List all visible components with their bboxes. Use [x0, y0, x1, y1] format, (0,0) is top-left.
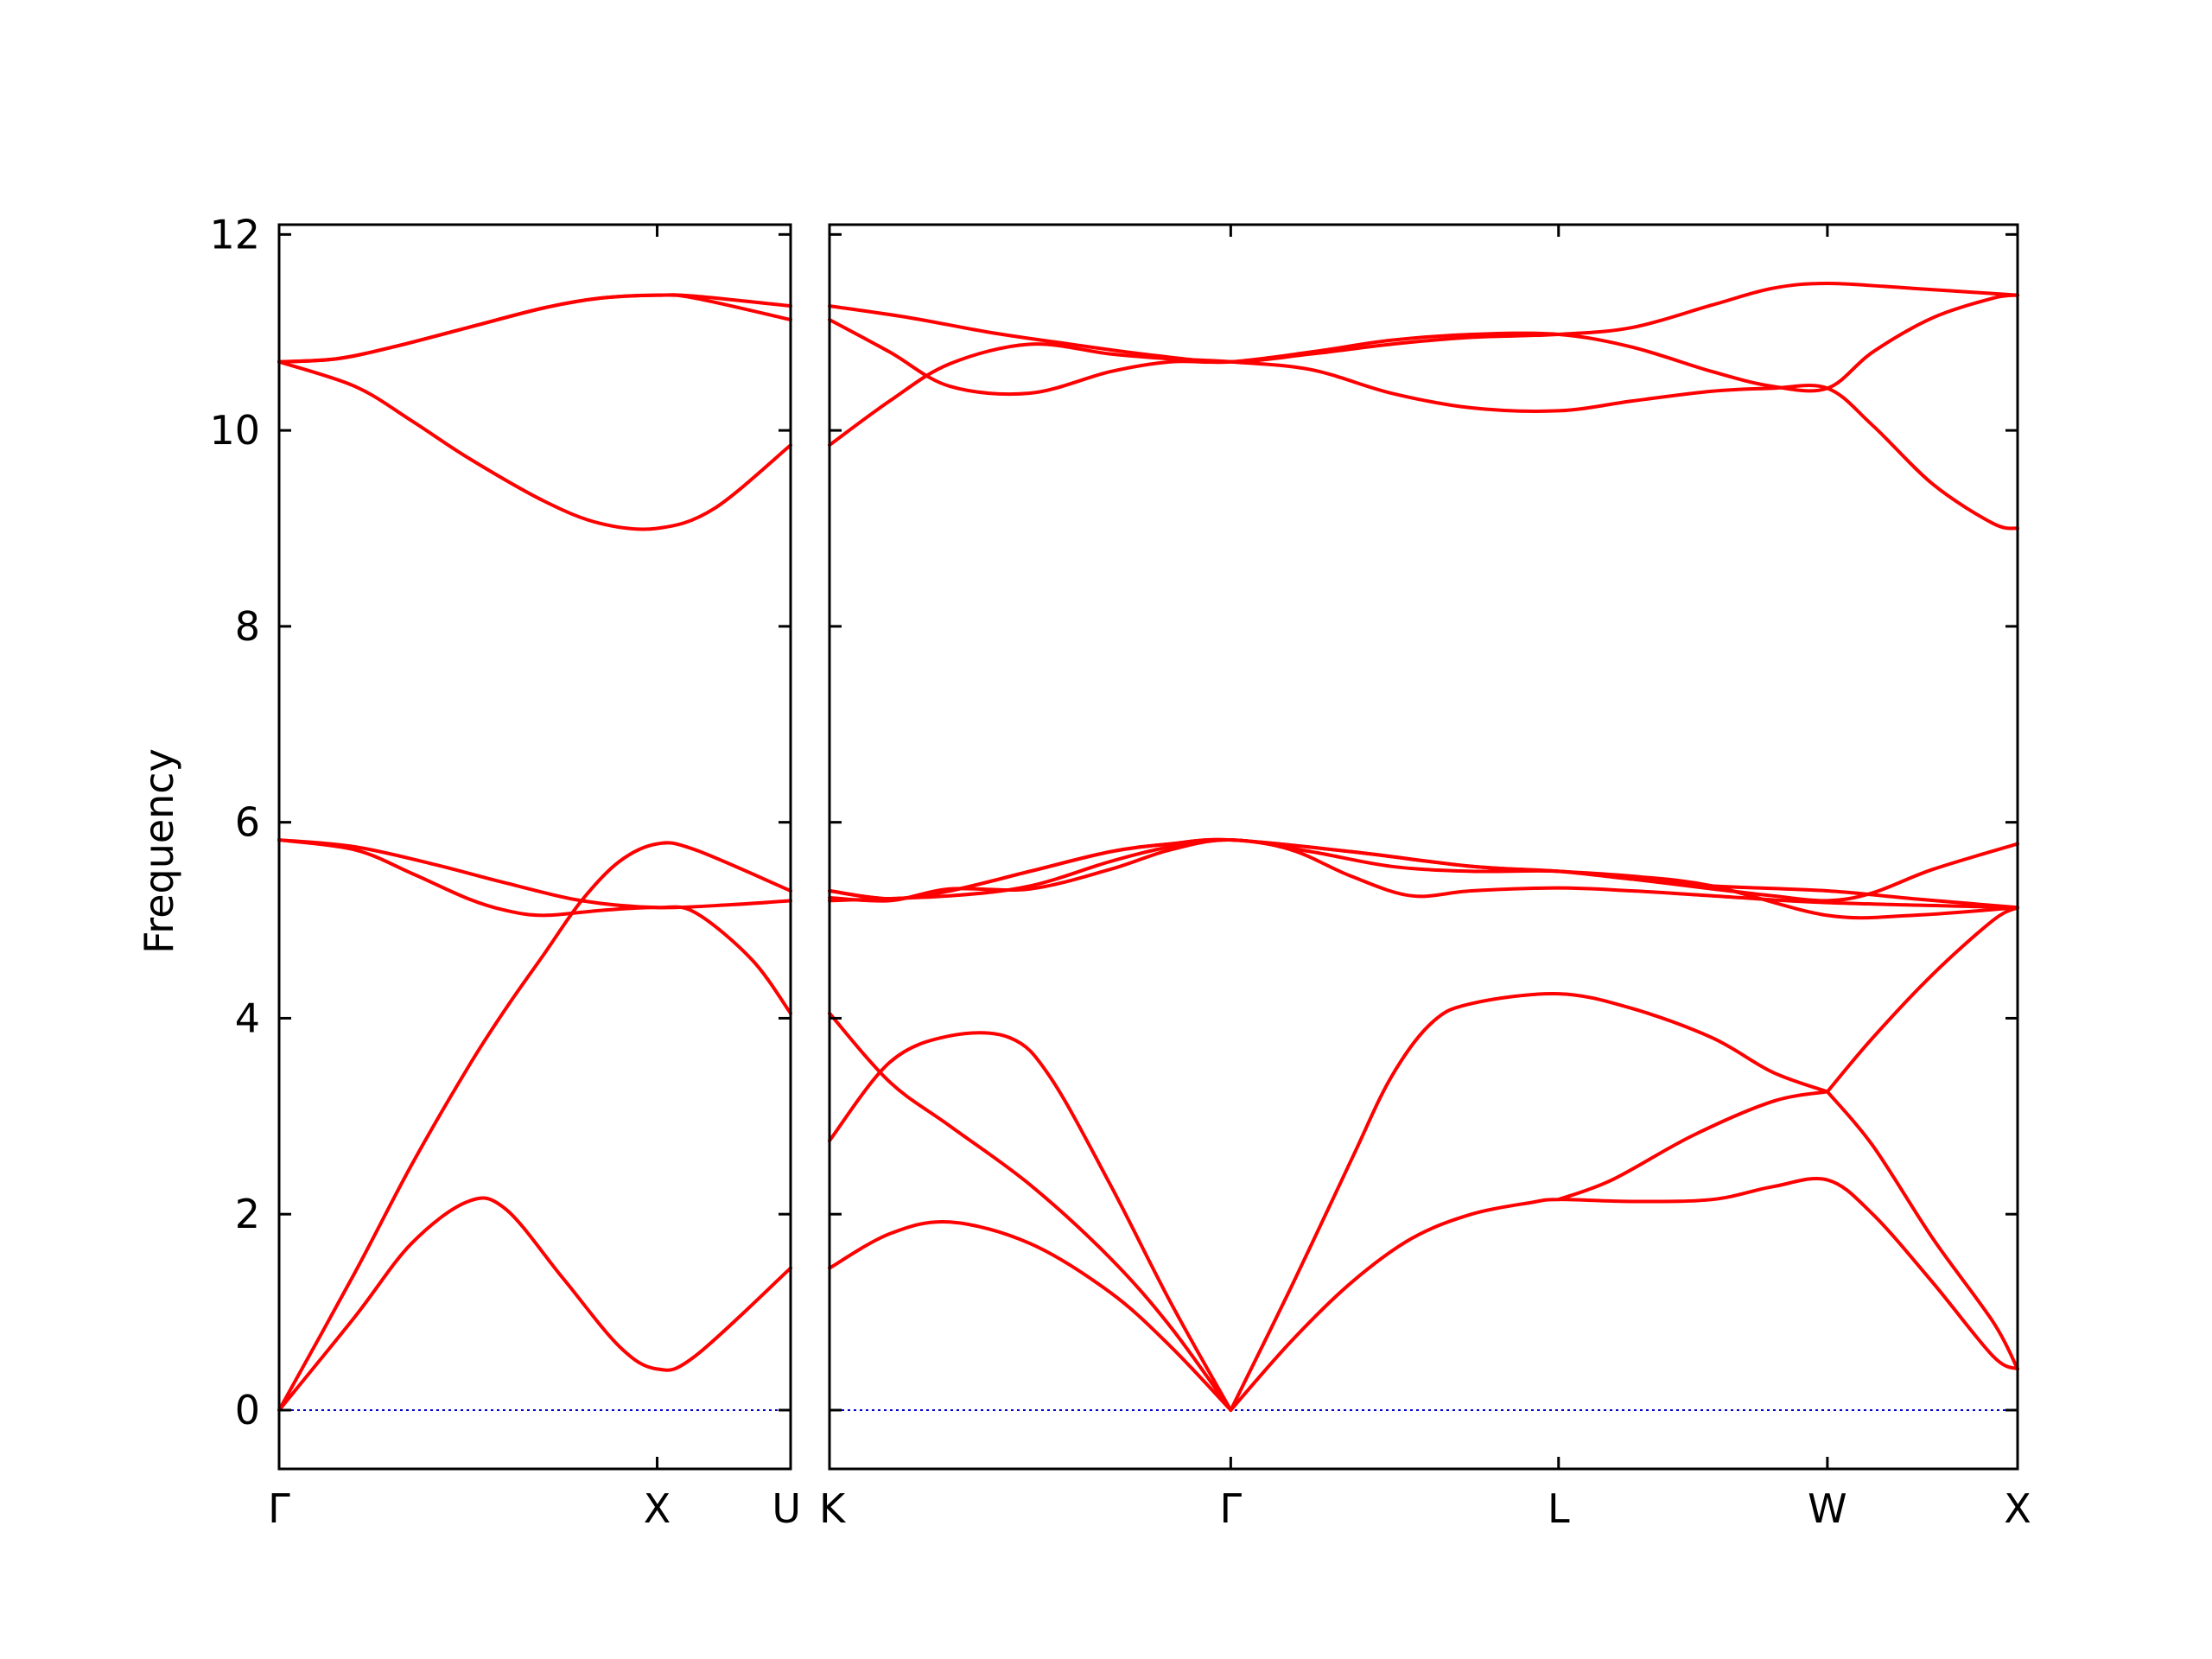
band-line-0-6: [277, 293, 792, 364]
band-line-1-12: [828, 342, 2019, 531]
y-tick-label: 8: [235, 603, 260, 650]
band-line-1-10: [828, 837, 2019, 920]
x-tick-label: Γ: [268, 1485, 290, 1532]
band-line-0-5: [277, 293, 792, 364]
band-line-0-2: [277, 838, 792, 1015]
band-line-0-3: [277, 838, 792, 910]
band-line-0-0: [277, 1196, 792, 1412]
band-line-1-0: [828, 1219, 1233, 1412]
x-tick-label: W: [1808, 1485, 1847, 1532]
band-line-1-6: [1825, 1090, 2019, 1371]
x-tick-label: X: [644, 1485, 671, 1532]
panel-left: 0 2 4 6 8 10 12 Γ X U: [209, 211, 801, 1532]
x-tick-label: L: [1548, 1485, 1570, 1532]
y-tick-label: 6: [235, 799, 260, 846]
x-tick-label: X: [2004, 1485, 2031, 1532]
x-tick-label: Γ: [1220, 1485, 1243, 1532]
x-tick-label: U: [772, 1485, 801, 1532]
y-tick-label: 10: [209, 407, 260, 454]
plot-frame: [828, 223, 2019, 1471]
band-line-1-8: [828, 838, 2019, 910]
band-line-1-9: [828, 838, 2019, 903]
band-line-1-2: [828, 1031, 1233, 1412]
band-line-1-5: [1229, 992, 1829, 1412]
y-tick-label: 2: [235, 1191, 260, 1237]
band-line-1-13: [828, 293, 2019, 397]
y-tick-label: 0: [235, 1387, 260, 1433]
band-line-1-1: [828, 1011, 1233, 1412]
x-tick-label: K: [819, 1485, 847, 1532]
band-line-1-7: [1825, 906, 2019, 1094]
band-line-1-3: [1229, 1176, 2019, 1412]
y-axis-label: Frequency: [136, 748, 182, 954]
band-line-1-4: [1556, 1090, 1829, 1202]
band-line-0-1: [277, 841, 792, 1412]
y-tick-label: 12: [209, 211, 260, 257]
band-line-0-4: [277, 359, 792, 531]
band-line-1-11: [828, 837, 2019, 910]
y-tick-label: 4: [235, 995, 260, 1041]
band-line-1-14: [828, 282, 2019, 364]
plot-frame: [277, 223, 792, 1471]
